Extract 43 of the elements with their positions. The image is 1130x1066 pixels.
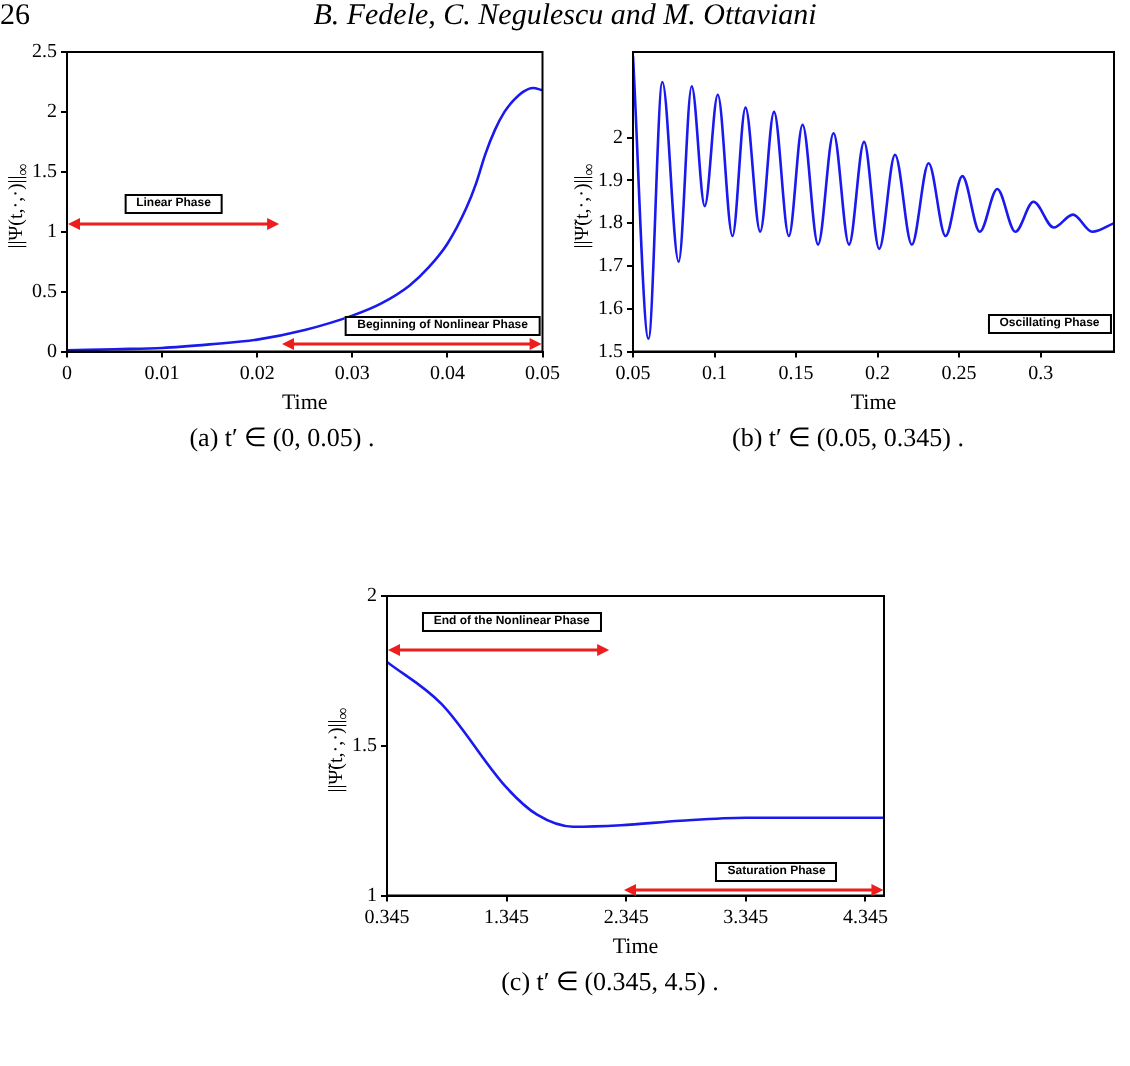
line-series <box>633 54 1114 341</box>
y-tick-label: 2.5 <box>32 41 57 64</box>
x-tick-label: 0.2 <box>865 362 891 385</box>
x-tick-label: 0.1 <box>702 362 728 385</box>
y-tick-label: 1.5 <box>32 161 57 184</box>
x-tick-label: 0.04 <box>429 362 465 385</box>
x-tick-label: 0.01 <box>144 362 180 385</box>
x-tick-label: 0 <box>62 362 72 385</box>
y-tick-label: 0.5 <box>32 280 57 303</box>
y-tick-label: 1.9 <box>598 169 623 192</box>
x-tick-label: 0.345 <box>364 906 410 929</box>
x-tick-label: 0.25 <box>941 362 977 385</box>
y-tick-label: 1.8 <box>598 212 623 235</box>
x-axis-title: Time <box>281 390 328 415</box>
x-tick-label: 1.345 <box>484 906 530 929</box>
text: (a) t′ ∈ (0, 0.05) . <box>187 422 377 454</box>
text: (c) t′ ∈ (0.345, 4.5) . <box>499 966 721 998</box>
x-tick-label: 0.05 <box>525 362 560 385</box>
y-tick-label: 1.7 <box>598 255 623 278</box>
x-tick-label: 2.345 <box>603 906 649 929</box>
x-tick-label: 3.345 <box>723 906 769 929</box>
text: 26 <box>0 0 30 34</box>
line-series <box>67 86 543 352</box>
y-tick-label: 2 <box>367 585 377 608</box>
y-tick-label: 1.5 <box>598 340 623 363</box>
y-tick-label: 2 <box>47 101 57 124</box>
y-tick-label: 1.5 <box>352 735 377 758</box>
text: (b) t′ ∈ (0.05, 0.345) . <box>729 422 967 454</box>
x-tick-label: 0.3 <box>1028 362 1054 385</box>
x-tick-label: 0.03 <box>334 362 370 385</box>
text: B. Fedele, C. Negulescu and M. Ottaviani <box>313 0 817 32</box>
x-axis-title: Time <box>612 934 659 959</box>
y-tick-label: 2 <box>613 126 623 149</box>
y-tick-label: 1.6 <box>598 298 623 321</box>
x-tick-label: 0.05 <box>615 362 651 385</box>
x-tick-label: 0.15 <box>778 362 814 385</box>
y-tick-label: 0 <box>47 340 57 363</box>
x-axis-title: Time <box>850 390 897 415</box>
y-tick-label: 1 <box>367 884 377 907</box>
y-tick-label: 1 <box>47 221 57 244</box>
x-tick-label: 4.345 <box>842 906 888 929</box>
line-series <box>387 660 884 828</box>
x-tick-label: 0.02 <box>239 362 275 385</box>
